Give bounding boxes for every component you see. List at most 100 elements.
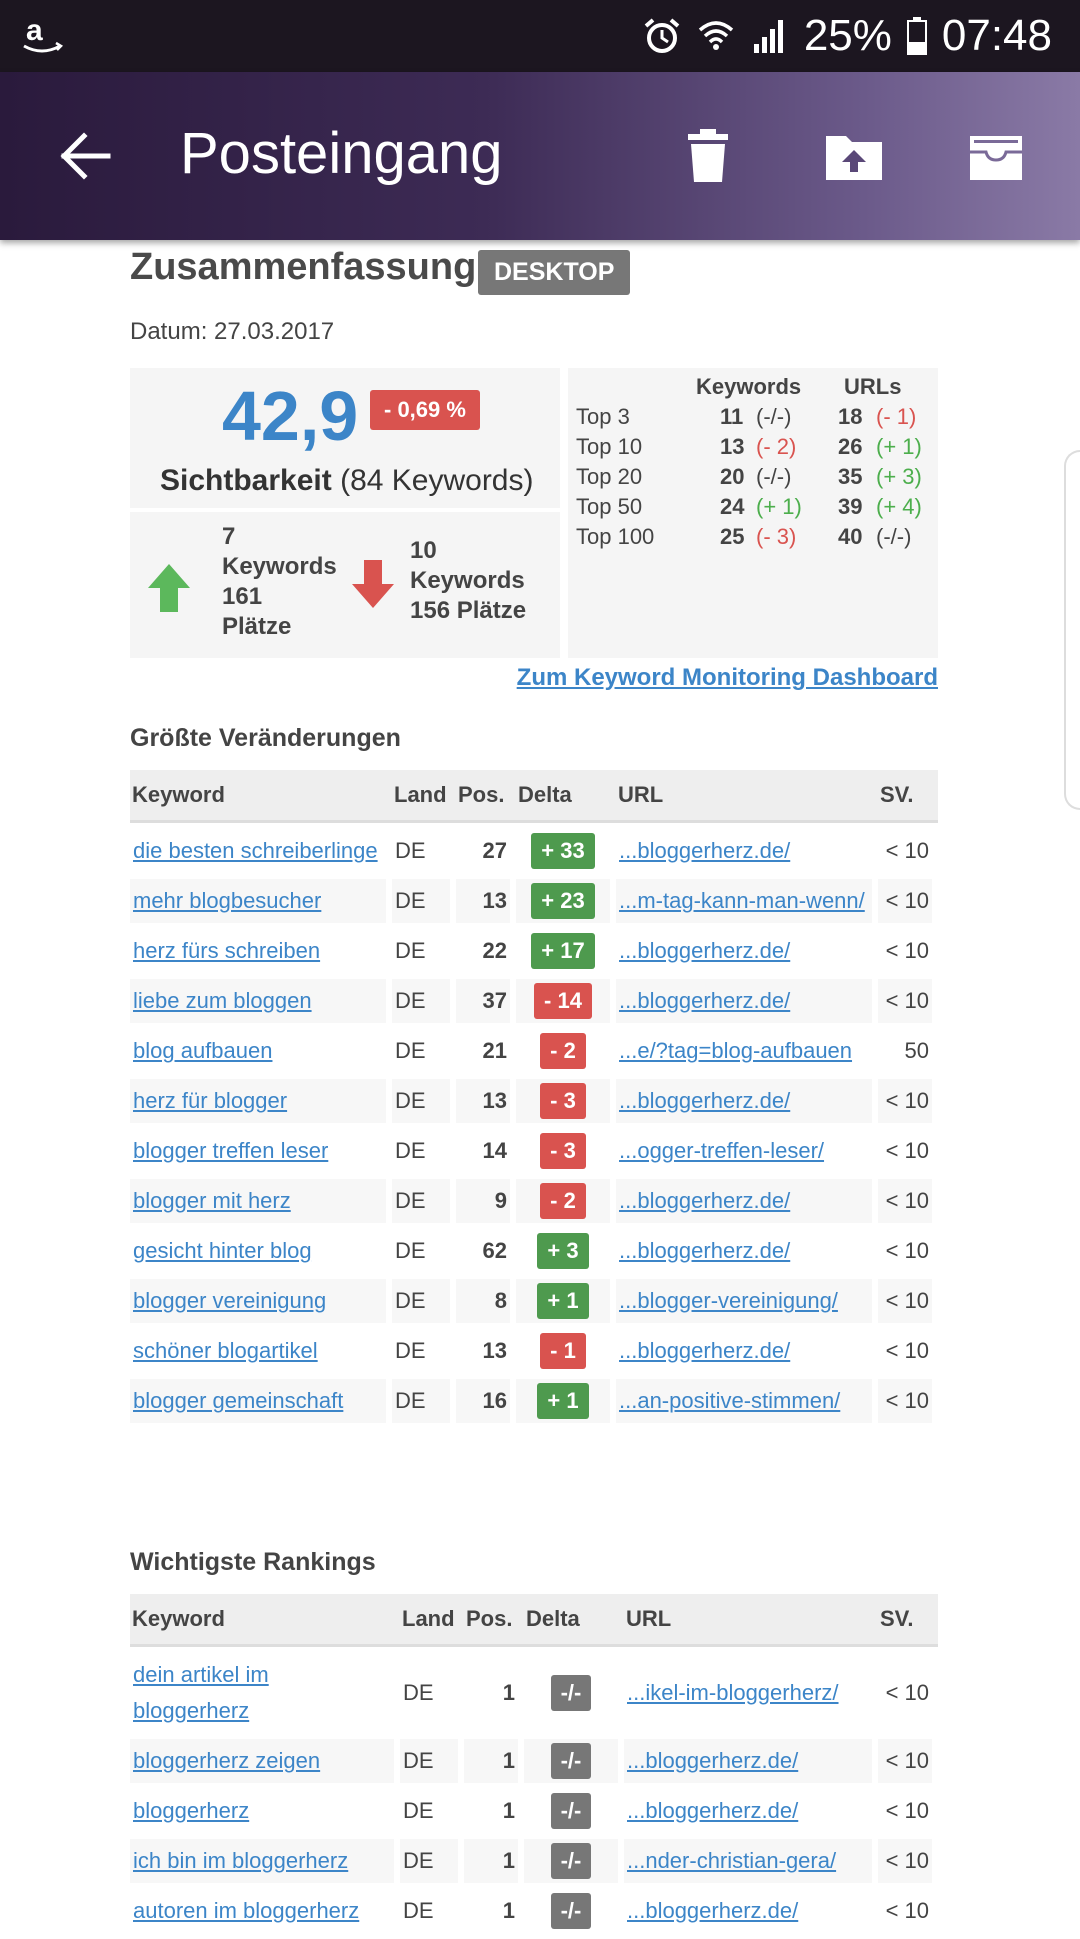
keyword-link[interactable]: mehr blogbesucher (133, 888, 322, 913)
keyword-link[interactable]: blogger treffen leser (133, 1138, 329, 1163)
keyword-link[interactable]: die besten schreiberlinge (133, 838, 378, 863)
table-row: bloggerherz zeigen DE 1 -/- ...bloggerherz.d… (130, 1739, 938, 1783)
back-arrow-icon[interactable] (56, 126, 116, 186)
country-cell: DE (392, 929, 456, 973)
search-volume-cell: < 10 (878, 1179, 938, 1223)
table-row: blog aufbauen DE 21 - 2 ...e/?tag=blog-aufba… (130, 1029, 938, 1073)
archive-icon[interactable] (966, 126, 1026, 186)
url-link[interactable]: ...e/?tag=blog-aufbauen (619, 1038, 853, 1063)
position-cell: 13 (456, 879, 516, 923)
summary-heading: Zusammenfassung (130, 246, 477, 288)
keyword-link[interactable]: bloggerherz (133, 1798, 250, 1823)
arrow-up-icon (148, 564, 190, 612)
url-link[interactable]: ...bloggerherz.de/ (619, 838, 791, 863)
country-cell: DE (392, 979, 456, 1023)
search-volume-cell: < 10 (878, 1079, 938, 1123)
table-row: liebe zum bloggen DE 37 - 14 ...bloggerherz.… (130, 979, 938, 1023)
position-cell: 22 (456, 929, 516, 973)
position-cell: 1 (464, 1739, 524, 1783)
url-link[interactable]: ...nder-christian-gera/ (627, 1848, 837, 1873)
country-cell: DE (392, 1229, 456, 1273)
url-link[interactable]: ...bloggerherz.de/ (619, 1088, 791, 1113)
delta-badge: - 3 (540, 1133, 586, 1169)
country-cell: DE (392, 1029, 456, 1073)
url-link[interactable]: ...bloggerherz.de/ (619, 1188, 791, 1213)
keyword-link[interactable]: dein artikel im bloggerherz (133, 1662, 269, 1723)
top-url-count: 39 (838, 494, 863, 519)
url-link[interactable]: ...bloggerherz.de/ (627, 1798, 799, 1823)
dashboard-link[interactable]: Zum Keyword Monitoring Dashboard (516, 664, 938, 691)
delta-badge: + 1 (537, 1383, 589, 1419)
keyword-link[interactable]: blog aufbauen (133, 1038, 273, 1063)
search-volume-cell: < 10 (878, 1279, 938, 1323)
changes-heading: Größte Veränderungen (130, 724, 401, 752)
url-link[interactable]: ...bloggerherz.de/ (619, 938, 791, 963)
url-link[interactable]: ...bloggerherz.de/ (627, 1898, 799, 1923)
top-kw-count: 24 (720, 494, 745, 519)
keyword-link[interactable]: liebe zum bloggen (133, 988, 312, 1013)
visibility-value: 42,9 (222, 377, 359, 455)
top-row: Top 50 24 (+ 1) 39 (+ 4) (576, 494, 936, 524)
clock: 07:48 (941, 11, 1052, 60)
position-cell: 13 (456, 1329, 516, 1373)
top-rankings-box: Keywords URLs Top 3 11 (-/-) 18 (- 1) Top 10 1… (568, 368, 938, 658)
country-cell: DE (392, 1329, 456, 1373)
keyword-link[interactable]: gesicht hinter blog (133, 1238, 312, 1263)
amazon-icon: a (23, 14, 64, 53)
url-link[interactable]: ...ikel-im-bloggerherz/ (627, 1680, 839, 1705)
table-row: blogger treffen leser DE 14 - 3 ...ogger-tre… (130, 1129, 938, 1173)
keyword-link[interactable]: blogger mit herz (133, 1188, 291, 1213)
url-link[interactable]: ...m-tag-kann-man-wenn/ (619, 888, 865, 913)
keywords-down: 10 Keywords 156 Plätze (410, 536, 526, 626)
search-volume-cell: < 10 (878, 1839, 938, 1883)
move-folder-icon[interactable] (824, 126, 884, 186)
top-kw-delta: (+ 1) (756, 494, 802, 519)
url-link[interactable]: ...bloggerherz.de/ (619, 988, 791, 1013)
column-header: Keyword (130, 770, 392, 823)
keyword-link[interactable]: schöner blogartikel (133, 1338, 318, 1363)
url-link[interactable]: ...bloggerherz.de/ (619, 1338, 791, 1363)
top-label: Top 10 (576, 434, 643, 459)
keyword-link[interactable]: blogger gemeinschaft (133, 1388, 344, 1413)
trash-icon[interactable] (678, 126, 738, 186)
keyword-link[interactable]: herz fürs schreiben (133, 938, 321, 963)
keywords-down-count: 10 (410, 537, 437, 564)
changes-table: Keyword Land Pos. Delta URL SV. die besten sc… (130, 764, 938, 1429)
battery-percent: 25% (803, 11, 892, 60)
url-link[interactable]: ...bloggerherz.de/ (627, 1748, 799, 1773)
url-link[interactable]: ...ogger-treffen-leser/ (619, 1138, 825, 1163)
position-cell: 1 (464, 1839, 524, 1883)
top-kw-delta: (-/-) (756, 404, 792, 429)
device-badge: DESKTOP (478, 250, 631, 295)
column-header: SV. (878, 770, 938, 823)
page-title: Posteingang (180, 121, 503, 186)
column-header: Delta (516, 770, 616, 823)
country-cell: DE (400, 1739, 464, 1783)
column-header: Pos. (456, 770, 516, 823)
keywords-down-places: 156 Plätze (410, 597, 527, 624)
keyword-link[interactable]: herz für blogger (133, 1088, 288, 1113)
table-row: blogger vereinigung DE 8 + 1 ...blogger-vere… (130, 1279, 938, 1323)
top-label: Top 20 (576, 464, 643, 489)
url-link[interactable]: ...an-positive-stimmen/ (619, 1388, 841, 1413)
keyword-link[interactable]: autoren im bloggerherz (133, 1898, 360, 1923)
country-cell: DE (400, 1789, 464, 1833)
delta-badge: + 3 (537, 1233, 589, 1269)
keyword-link[interactable]: blogger vereinigung (133, 1288, 327, 1313)
battery-icon (906, 17, 927, 55)
position-cell: 1 (464, 1789, 524, 1833)
column-header: URL (616, 770, 878, 823)
delta-badge: -/- (550, 1793, 592, 1829)
top-label: Top 100 (576, 524, 655, 549)
table-row: ich bin im bloggerherz DE 1 -/- ...nder-chri… (130, 1839, 938, 1883)
delta-badge: + 1 (537, 1283, 589, 1319)
search-volume-cell: < 10 (878, 1379, 938, 1423)
top-kw-delta: (-/-) (756, 464, 792, 489)
keyword-link[interactable]: bloggerherz zeigen (133, 1748, 321, 1773)
url-link[interactable]: ...blogger-vereinigung/ (619, 1288, 838, 1313)
url-link[interactable]: ...bloggerherz.de/ (619, 1238, 791, 1263)
scroll-handle[interactable] (1064, 450, 1080, 810)
keywords-up-count: 7 (222, 523, 236, 550)
keyword-link[interactable]: ich bin im bloggerherz (133, 1848, 349, 1873)
table-row: herz fürs schreiben DE 22 + 17 ...bloggerher… (130, 929, 938, 973)
